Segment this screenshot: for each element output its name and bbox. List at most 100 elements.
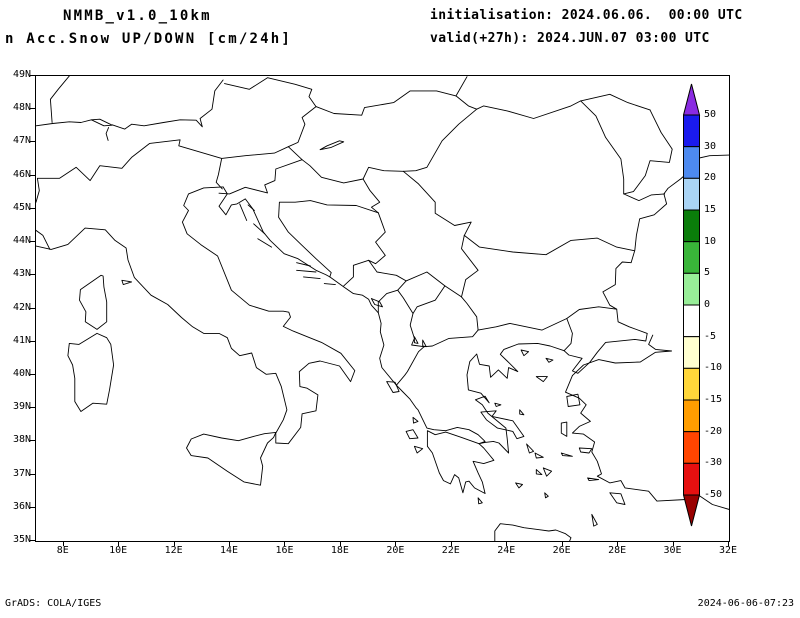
country-border <box>343 259 370 287</box>
y-tick-mark <box>30 207 35 209</box>
coastline <box>296 269 317 273</box>
lake-outline <box>370 298 383 308</box>
country-border <box>395 346 425 386</box>
y-tick-mark <box>30 373 35 375</box>
coastline <box>544 492 549 499</box>
x-tick-mark <box>62 541 64 546</box>
y-tick-label: 45N <box>12 201 31 213</box>
colorbar-segment <box>683 336 700 369</box>
coastline <box>587 477 600 482</box>
map-frame <box>35 75 730 542</box>
coastline <box>609 492 626 505</box>
timestamp-text: 2024-06-06-07:23 <box>697 598 794 609</box>
coastline <box>515 482 523 489</box>
country-border <box>402 108 478 172</box>
y-tick-mark <box>30 506 35 508</box>
coastline <box>412 416 419 424</box>
colorbar-segment <box>683 367 700 401</box>
x-tick-label: 10E <box>109 545 128 556</box>
colorbar-segment <box>683 241 700 274</box>
x-tick-mark <box>229 541 231 546</box>
country-border <box>218 146 303 195</box>
country-border <box>461 296 479 331</box>
coastline <box>186 431 277 486</box>
y-tick-mark <box>30 473 35 475</box>
init-time: initialisation: 2024.06.06. 00:00 UTC <box>430 8 743 23</box>
y-tick-label: 40N <box>12 367 31 379</box>
coastline <box>535 469 543 476</box>
country-border <box>444 285 462 298</box>
coastline <box>323 283 336 286</box>
colorbar-label: -20 <box>704 425 723 437</box>
country-border <box>461 234 479 298</box>
x-tick-mark <box>450 541 452 546</box>
y-tick-label: 43N <box>12 268 31 280</box>
colorbar-label: 0 <box>704 299 711 310</box>
x-tick-label: 8E <box>56 545 69 556</box>
country-border <box>402 170 472 236</box>
country-border <box>368 259 407 282</box>
coastline <box>257 238 273 248</box>
y-tick-mark <box>30 307 35 309</box>
coastline <box>79 274 108 330</box>
x-tick-mark <box>672 541 674 546</box>
country-border <box>362 178 381 214</box>
coastline <box>545 357 554 363</box>
country-border <box>368 212 386 265</box>
map-canvas <box>36 76 729 541</box>
x-tick-label: 16E <box>275 545 294 556</box>
coastline <box>494 523 572 541</box>
x-tick-label: 14E <box>220 545 239 556</box>
coastline <box>534 452 544 459</box>
coastline <box>405 429 419 440</box>
colorbar-segment <box>683 462 700 496</box>
coastline <box>480 410 525 440</box>
y-tick-label: 38N <box>12 434 31 446</box>
colorbar: 50 30 20 15 10 5 0 -5 -10 -15 -20 -30 -50 <box>682 83 743 529</box>
country-border <box>278 200 379 278</box>
country-border <box>36 139 223 203</box>
y-tick-mark <box>30 174 35 176</box>
valid-time: valid(+27h): 2024.JUN.07 03:00 UTC <box>430 31 710 46</box>
x-tick-mark <box>173 541 175 546</box>
colorbar-segment <box>683 177 700 211</box>
product-title: n Acc.Snow UP/DOWN [cm/24h] <box>5 31 292 47</box>
x-tick-label: 28E <box>608 545 627 556</box>
country-border <box>36 119 92 127</box>
credit-text: GrADS: COLA/IGES <box>5 598 102 609</box>
y-tick-mark <box>30 540 35 541</box>
country-border <box>224 77 317 108</box>
country-border <box>423 329 479 348</box>
coastline <box>218 186 565 454</box>
lake-outline <box>90 118 113 127</box>
y-tick-mark <box>30 340 35 342</box>
coastline <box>239 203 248 221</box>
coastline <box>121 279 133 286</box>
colorbar-segment <box>683 209 700 243</box>
y-tick-label: 37N <box>12 467 31 479</box>
y-tick-label: 44N <box>12 235 31 247</box>
colorbar-label: -15 <box>704 394 723 405</box>
y-tick-label: 48N <box>12 102 31 114</box>
colorbar-label: 30 <box>704 140 717 152</box>
x-tick-mark <box>617 541 619 546</box>
colorbar-label: -10 <box>704 362 723 374</box>
coastline <box>386 381 400 393</box>
country-border <box>111 79 224 130</box>
colorbar-segment <box>683 146 700 179</box>
country-border <box>397 289 414 314</box>
x-tick-label: 30E <box>663 545 682 556</box>
country-border <box>455 95 582 119</box>
lake-outline <box>422 339 427 348</box>
y-tick-label: 49N <box>12 69 31 80</box>
y-tick-label: 47N <box>12 135 31 147</box>
x-tick-mark <box>395 541 397 546</box>
y-tick-mark <box>30 75 35 76</box>
coastline <box>566 393 581 407</box>
y-tick-label: 41N <box>12 334 31 346</box>
coastline <box>247 204 255 211</box>
colorbar-label: -50 <box>704 489 723 500</box>
y-tick-mark <box>30 141 35 143</box>
country-border <box>566 306 618 319</box>
